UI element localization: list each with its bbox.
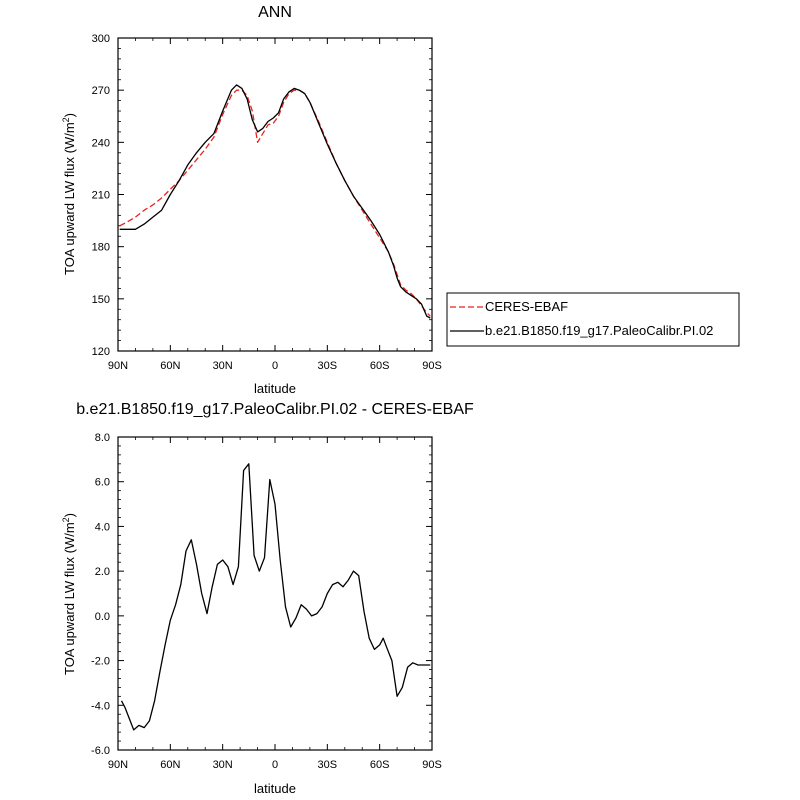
- y-tick-label: 240: [92, 137, 110, 149]
- y-tick-label: 6.0: [95, 477, 110, 489]
- panel-mean-lw-flux: ANN 120 150 180 210 240 270 300 90N 60N 30N 0 30S 60…: [61, 4, 740, 396]
- x-tick-label: 0: [272, 360, 278, 372]
- x-axis-title: latitude: [254, 381, 296, 396]
- y-tick-label: 150: [92, 294, 110, 306]
- y-axis-title-superscript: 2: [61, 117, 71, 122]
- plot-frame: [117, 436, 433, 751]
- x-tick-label: 30N: [213, 759, 233, 771]
- x-tick-label: 60S: [370, 360, 390, 372]
- y-tick-label: 120: [92, 346, 110, 358]
- x-tick-label: 30N: [213, 360, 233, 372]
- legend-box: [446, 292, 740, 347]
- y-tick-label: 4.0: [95, 521, 110, 533]
- x-tick-label: 90N: [108, 759, 128, 771]
- series-line-1: [119, 84, 431, 319]
- y-axis-title: TOA upward LW flux (W/m2): [61, 113, 77, 275]
- x-tick-label: 0: [272, 759, 278, 771]
- x-tick-label: 60N: [160, 360, 180, 372]
- y-tick-label: 180: [92, 242, 110, 254]
- y-tick-label: -4.0: [91, 700, 110, 712]
- series-line-0: [119, 89, 431, 317]
- x-tick-label: 30S: [318, 360, 338, 372]
- y-tick-label: 8.0: [95, 432, 110, 444]
- panel-title: b.e21.B1850.f19_g17.PaleoCalibr.PI.02 - …: [76, 401, 474, 418]
- y-axis-title-close: ): [62, 513, 77, 517]
- panel-difference: b.e21.B1850.f19_g17.PaleoCalibr.PI.02 - …: [61, 401, 474, 796]
- y-tick-label: -6.0: [91, 745, 110, 757]
- x-tick-label: 60N: [160, 759, 180, 771]
- x-tick-label: 60S: [370, 759, 390, 771]
- plot-frame: [117, 37, 433, 352]
- y-axis-title-superscript: 2: [61, 517, 71, 522]
- x-tick-label: 90N: [108, 360, 128, 372]
- y-tick-label: 210: [92, 190, 110, 202]
- x-tick-label: 90S: [422, 360, 442, 372]
- y-axis-title: TOA upward LW flux (W/m2): [61, 513, 77, 675]
- legend-label-ceres: CERES-EBAF: [485, 299, 568, 314]
- x-tick-label: 30S: [318, 759, 338, 771]
- y-axis-title-main: TOA upward LW flux (W/m: [62, 122, 77, 275]
- y-tick-label: 270: [92, 85, 110, 97]
- legend: CERES-EBAF b.e21.B1850.f19_g17.PaleoCali…: [446, 292, 740, 347]
- y-axis-title-close: ): [62, 113, 77, 117]
- x-axis-title: latitude: [254, 781, 296, 796]
- panel-title: ANN: [258, 4, 292, 21]
- y-tick-label: 2.0: [95, 566, 110, 578]
- y-tick-label: 0.0: [95, 611, 110, 623]
- y-tick-label: -2.0: [91, 656, 110, 668]
- y-tick-label: 300: [92, 33, 110, 45]
- y-axis-title-main: TOA upward LW flux (W/m: [62, 522, 77, 675]
- legend-label-model: b.e21.B1850.f19_g17.PaleoCalibr.PI.02: [485, 323, 713, 338]
- series-line-0: [120, 463, 431, 731]
- x-tick-label: 90S: [422, 759, 442, 771]
